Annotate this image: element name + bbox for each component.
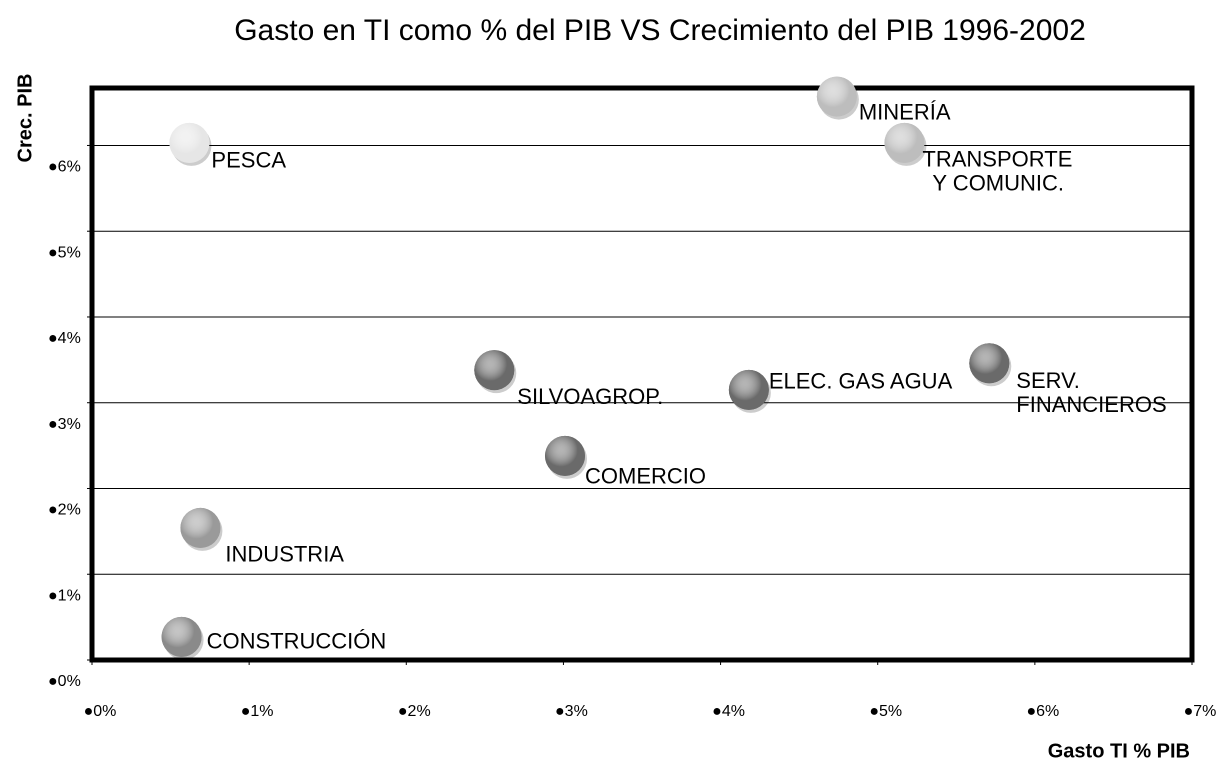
point-shine [169, 122, 210, 163]
point-label: CONSTRUCCIÓN [207, 629, 387, 654]
point-shine [816, 76, 857, 117]
x-tick-label: ●7% [1184, 703, 1217, 720]
y-tick-label: ●4% [48, 330, 81, 347]
point-shine [180, 507, 221, 548]
point-shine [969, 343, 1010, 384]
y-tick-label: ●0% [48, 673, 81, 690]
point-shine [161, 616, 202, 657]
point-shine [884, 122, 925, 163]
x-tick-label: ●1% [241, 703, 274, 720]
point-label: PESCA [211, 148, 286, 173]
point-label: INDUSTRIA [225, 542, 344, 567]
x-tick-label: ●4% [712, 703, 745, 720]
point-label: Y COMUNIC. [932, 171, 1064, 196]
chart-title: Gasto en TI como % del PIB VS Crecimient… [234, 14, 1086, 47]
x-tick-label: ●6% [1026, 703, 1059, 720]
point-label: SILVOAGROP. [517, 384, 663, 409]
point-label: SERV. [1016, 368, 1080, 393]
y-tick-label: ●6% [48, 159, 81, 176]
x-tick-label: ●5% [869, 703, 902, 720]
point-shine [545, 435, 585, 476]
x-axis-label: Gasto TI % PIB [1048, 740, 1190, 762]
y-tick-label: ●2% [48, 502, 81, 519]
x-tick-label: ●0% [84, 703, 117, 720]
point-shine [728, 369, 769, 410]
point-label: COMERCIO [585, 464, 706, 489]
point-label: MINERÍA [859, 99, 951, 124]
point-label: FINANCIEROS [1016, 392, 1166, 417]
x-tick-label: ●3% [555, 703, 588, 720]
y-tick-label: ●3% [48, 416, 81, 433]
point-shine [474, 350, 515, 391]
point-label: ELEC. GAS AGUA [769, 369, 953, 394]
x-tick-label: ●2% [398, 703, 431, 720]
y-tick-label: ●1% [48, 587, 81, 604]
y-tick-label: ●5% [48, 244, 81, 261]
point-label: TRANSPORTE [922, 147, 1072, 172]
y-axis-label: Crec. PIB [14, 74, 36, 163]
plot-border [89, 85, 1195, 663]
